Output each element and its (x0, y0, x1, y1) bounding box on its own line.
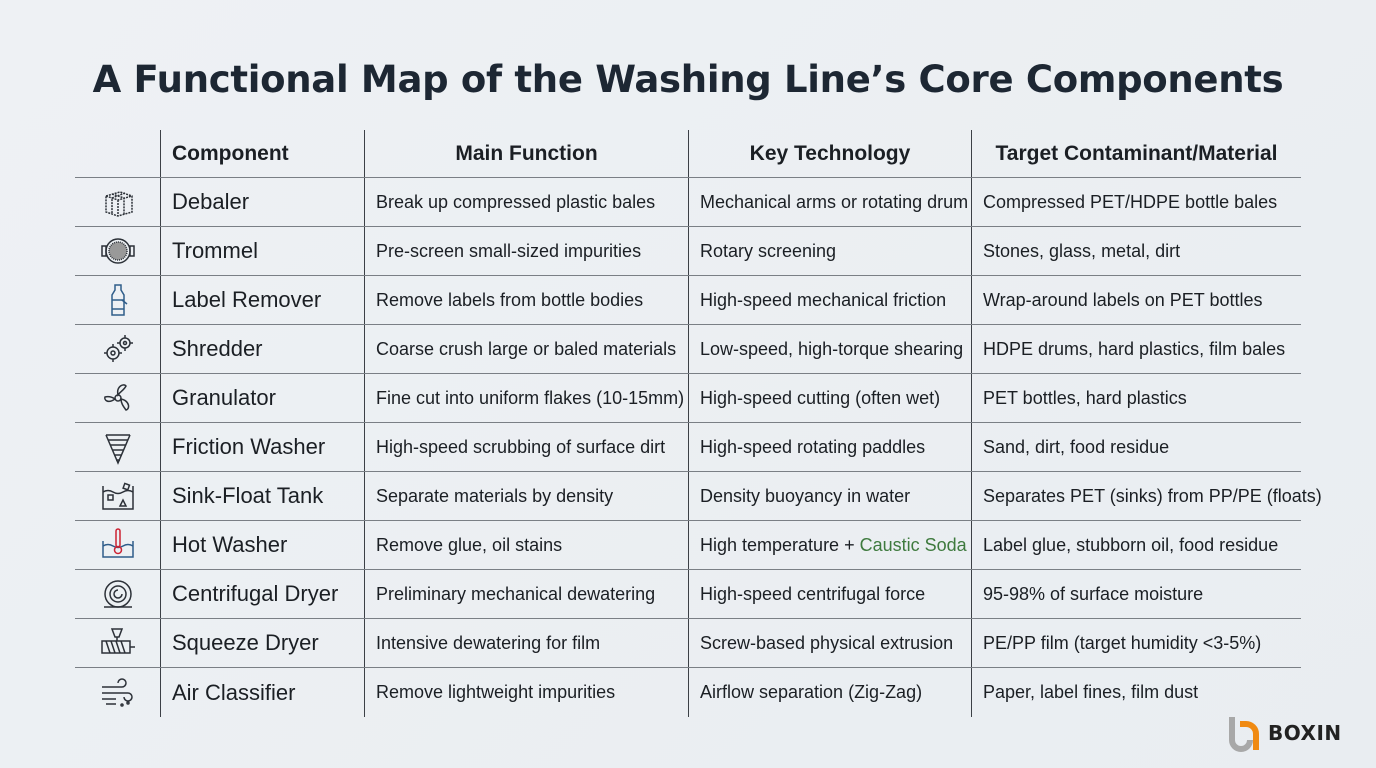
component-name: Sink-Float Tank (160, 472, 364, 520)
bottle-icon (110, 284, 127, 316)
key-technology: Low-speed, high-torque shearing (688, 325, 971, 373)
component-name: Squeeze Dryer (160, 619, 364, 667)
main-function: Remove lightweight impurities (364, 668, 688, 717)
target-material: Compressed PET/HDPE bottle bales (971, 178, 1301, 226)
trommel-screen-icon (100, 238, 135, 264)
main-function: Break up compressed plastic bales (364, 178, 688, 226)
bale-box-icon (104, 191, 133, 217)
table-row: Shredder Coarse crush large or baled mate… (75, 325, 1301, 374)
tech-text: High-speed mechanical friction (700, 289, 947, 310)
target-material: HDPE drums, hard plastics, film bales (971, 325, 1301, 373)
component-name: Debaler (160, 178, 364, 226)
page-title: A Functional Map of the Washing Line’s C… (92, 58, 1284, 101)
main-function: Preliminary mechanical dewatering (364, 570, 688, 618)
target-material: 95-98% of surface moisture (971, 570, 1301, 618)
target-material: Stones, glass, metal, dirt (971, 227, 1301, 275)
component-name: Friction Washer (160, 423, 364, 471)
component-name: Trommel (160, 227, 364, 275)
target-material: Sand, dirt, food residue (971, 423, 1301, 471)
component-name: Granulator (160, 374, 364, 422)
target-material: PET bottles, hard plastics (971, 374, 1301, 422)
target-material: Separates PET (sinks) from PP/PE (floats… (971, 472, 1322, 520)
target-material: Paper, label fines, film dust (971, 668, 1301, 717)
main-function: High-speed scrubbing of surface dirt (364, 423, 688, 471)
key-technology: Rotary screening (688, 227, 971, 275)
key-technology: High-speed cutting (often wet) (688, 374, 971, 422)
table-row: Friction Washer High-speed scrubbing of s… (75, 423, 1301, 472)
tech-text: Screw-based physical extrusion (700, 632, 954, 653)
table-row: Granulator Fine cut into uniform flakes (… (75, 374, 1301, 423)
screw-press-icon (100, 628, 135, 654)
main-function: Intensive dewatering for film (364, 619, 688, 667)
tech-text: High temperature + (700, 534, 855, 555)
table-row: Squeeze Dryer Intensive dewatering for fi… (75, 619, 1301, 668)
component-name: Label Remover (160, 276, 364, 324)
header-key-technology: Key Technology (688, 130, 971, 177)
tech-text: Airflow separation (Zig-Zag) (700, 682, 923, 702)
tech-text: High-speed rotating paddles (700, 436, 926, 457)
tech-text: Low-speed, high-torque shearing (700, 338, 964, 359)
component-name: Air Classifier (160, 668, 364, 717)
main-function: Remove glue, oil stains (364, 521, 688, 569)
thermometer-water-icon (101, 528, 134, 558)
target-material: PE/PP film (target humidity <3-5%) (971, 619, 1301, 667)
components-table: Component Main Function Key Technology T… (75, 130, 1322, 717)
tech-text: High-speed centrifugal force (700, 583, 926, 604)
main-function: Coarse crush large or baled materials (364, 325, 688, 373)
key-technology: High-speed centrifugal force (688, 570, 971, 618)
table-header-row: Component Main Function Key Technology T… (75, 130, 1301, 178)
table-row: Centrifugal Dryer Preliminary mechanical … (75, 570, 1301, 619)
tech-text: High-speed cutting (often wet) (700, 387, 941, 408)
key-technology: Airflow separation (Zig-Zag) (688, 668, 971, 717)
table-row: Air Classifier Remove lightweight impurit… (75, 668, 1301, 717)
key-technology: High-speed rotating paddles (688, 423, 971, 471)
tech-text: Rotary screening (700, 240, 837, 261)
tech-highlight: Caustic Soda (859, 534, 967, 555)
tech-text: Mechanical arms or rotating drum (700, 191, 969, 212)
centrifuge-icon (103, 580, 132, 608)
airflow-icon (101, 677, 133, 707)
component-name: Hot Washer (160, 521, 364, 569)
logo-mark-icon (1229, 717, 1259, 752)
key-technology: Density buoyancy in water (688, 472, 971, 520)
boxin-logo: BOXIN (1226, 714, 1342, 752)
key-technology: High-speed mechanical friction (688, 276, 971, 324)
key-technology: High temperature + Caustic Soda (688, 521, 971, 569)
header-main-function: Main Function (364, 130, 688, 177)
blade-rotor-icon (103, 384, 129, 411)
tech-text: Density buoyancy in water (700, 485, 911, 506)
main-function: Fine cut into uniform flakes (10-15mm) (364, 374, 688, 422)
header-component: Component (160, 130, 364, 177)
target-material: Wrap-around labels on PET bottles (971, 276, 1301, 324)
table-row: Debaler Break up compressed plastic bales… (75, 178, 1301, 227)
main-function: Separate materials by density (364, 472, 688, 520)
main-function: Remove labels from bottle bodies (364, 276, 688, 324)
target-material: Label glue, stubborn oil, food residue (971, 521, 1301, 569)
logo-text: BOXIN (1268, 721, 1342, 745)
header-target: Target Contaminant/Material (971, 130, 1301, 177)
table-row: Label Remover Remove labels from bottle b… (75, 276, 1301, 325)
key-technology: Mechanical arms or rotating drum (688, 178, 971, 226)
component-name: Shredder (160, 325, 364, 373)
table-row: Sink-Float Tank Separate materials by den… (75, 472, 1322, 521)
tank-icon (101, 482, 134, 510)
table-row: Hot Washer Remove glue, oil stains High te… (75, 521, 1301, 570)
component-name: Centrifugal Dryer (160, 570, 364, 618)
gears-icon (103, 335, 133, 362)
main-function: Pre-screen small-sized impurities (364, 227, 688, 275)
vortex-icon (104, 434, 131, 465)
table-row: Trommel Pre-screen small-sized impurities… (75, 227, 1301, 276)
key-technology: Screw-based physical extrusion (688, 619, 971, 667)
